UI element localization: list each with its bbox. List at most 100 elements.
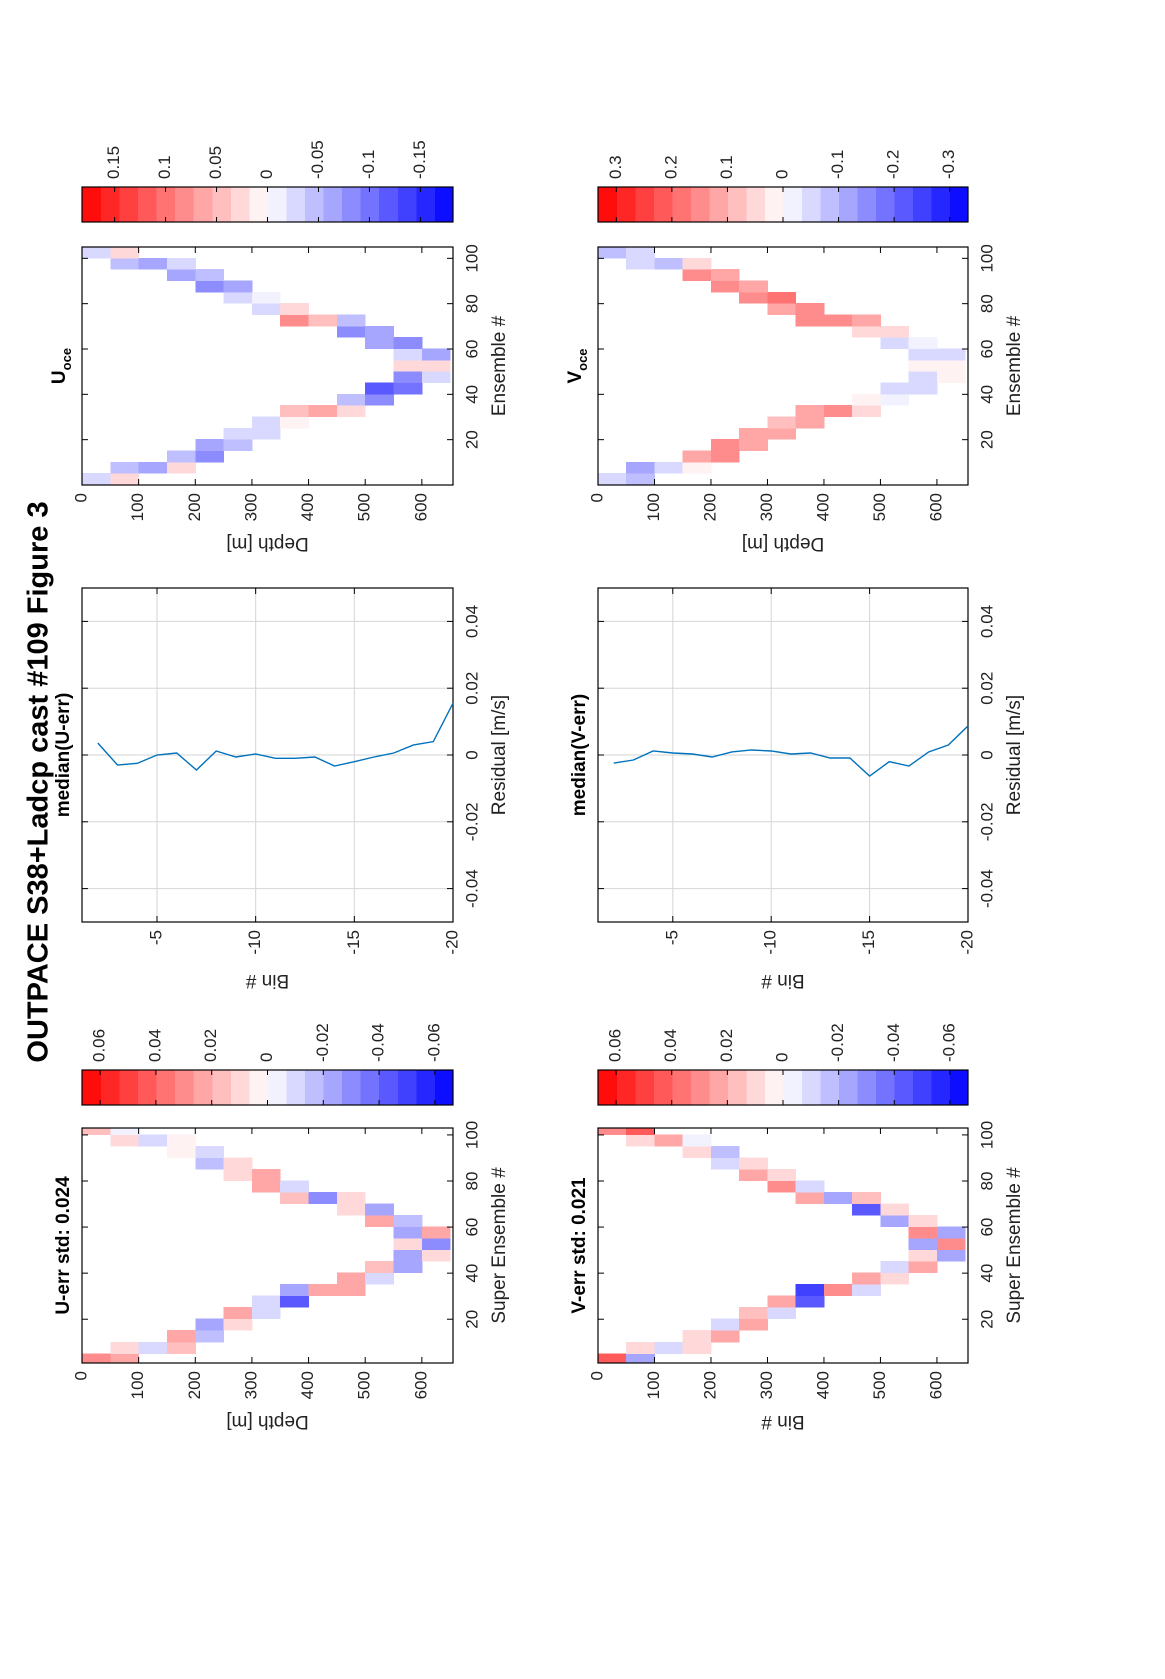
heatmap-cell — [682, 1330, 712, 1343]
colorbar-swatch — [378, 187, 398, 222]
colorbar-swatch — [248, 1070, 268, 1105]
colorbar-swatch — [949, 1070, 969, 1105]
heatmap-cell — [654, 1341, 684, 1354]
heatmap-cell — [280, 1295, 310, 1308]
heatmap-cell — [365, 1261, 395, 1274]
heatmap-cell — [336, 405, 366, 417]
heatmap-cell — [110, 1128, 140, 1135]
x-axis-label: Super Ensemble # — [489, 1167, 510, 1324]
colorbar-swatch — [267, 187, 287, 222]
heatmap-cell — [739, 291, 768, 304]
heatmap-cell — [710, 450, 740, 463]
heatmap-cell — [223, 1157, 253, 1170]
colorbar-tick-label: -0.06 — [424, 1023, 443, 1062]
heatmap-cell — [852, 393, 881, 406]
colorbar-swatch — [801, 187, 821, 222]
heatmap-cell — [880, 393, 910, 406]
heatmap-cell — [110, 247, 140, 259]
heatmap-cell — [852, 1192, 881, 1205]
heatmap-cell — [682, 269, 712, 281]
colorbar-tick-label: -0.06 — [939, 1023, 958, 1062]
y-axis-label: Depth [m] — [742, 533, 824, 554]
heatmap-cell — [823, 405, 853, 417]
colorbar-swatch — [100, 187, 120, 222]
heatmap-cell — [710, 1330, 740, 1343]
x-tick-label: -0.02 — [462, 802, 481, 841]
colorbar-tick-label: 0.06 — [606, 1029, 625, 1062]
x-axis-label: Ensemble # — [1004, 315, 1025, 416]
colorbar-swatch — [119, 187, 139, 222]
colorbar-tick-label: 0.02 — [201, 1029, 220, 1062]
heatmap-cell — [421, 1238, 451, 1251]
colorbar-swatch — [304, 1070, 324, 1105]
heatmap-cell — [280, 1192, 310, 1205]
median-line — [97, 702, 454, 771]
x-tick-label: -0.04 — [977, 869, 996, 908]
x-tick-label: 80 — [977, 294, 996, 313]
colorbar-swatch — [653, 187, 673, 222]
heatmap-cell — [823, 1284, 853, 1297]
heatmap-cell — [336, 1272, 366, 1285]
axes-box — [81, 246, 454, 486]
axes-box — [597, 246, 969, 486]
heatmap-cell — [767, 1180, 797, 1193]
x-tick-label: 0.04 — [462, 605, 481, 638]
colorbar-swatch — [174, 187, 194, 222]
heatmap-cell — [795, 416, 825, 429]
y-tick-label: 300 — [757, 1371, 776, 1399]
y-tick-label: 400 — [298, 1371, 317, 1399]
heatmap-cell — [166, 1330, 196, 1343]
heatmap-cell — [110, 473, 140, 485]
heatmap-cell — [166, 461, 196, 474]
y-tick-label: -5 — [146, 930, 165, 945]
x-tick-label: 40 — [462, 1264, 481, 1283]
heatmap-cell — [626, 473, 655, 485]
colorbar-tick-label: 0 — [772, 170, 791, 179]
heatmap-cell — [82, 1128, 111, 1135]
colorbar-swatch — [709, 1070, 728, 1105]
heatmap-cell — [251, 1180, 281, 1193]
heatmap-cell — [421, 371, 451, 383]
colorbar-swatch — [690, 1070, 710, 1105]
heatmap-cell — [936, 1249, 966, 1262]
colorbar-swatch — [894, 187, 913, 222]
heatmap-cell — [767, 427, 797, 440]
colorbar-swatch — [820, 187, 839, 222]
heatmap-cells — [598, 247, 966, 485]
heatmap-cell — [251, 291, 281, 304]
colorbar-swatch — [248, 187, 268, 222]
heatmap-cell — [82, 247, 111, 259]
colorbar-swatch — [286, 1070, 305, 1105]
colorbar-tick-label: 0.04 — [661, 1029, 680, 1062]
heatmap-cell — [908, 348, 938, 361]
heatmap-cell — [166, 257, 196, 270]
heatmap-cell — [393, 1249, 423, 1262]
heatmap-cell — [421, 359, 451, 372]
colorbar-swatch — [801, 1070, 821, 1105]
colorbar-swatch — [616, 187, 636, 222]
colorbar-swatch — [912, 187, 932, 222]
y-tick-label: 0 — [587, 1371, 606, 1380]
colorbar-tick-label: 0.04 — [145, 1029, 164, 1062]
heatmap-cell — [336, 1192, 366, 1205]
heatmap-cell — [280, 314, 310, 327]
heatmap-cell — [823, 1192, 853, 1205]
heatmap-cell — [365, 1203, 395, 1216]
colorbar-swatch — [360, 187, 380, 222]
y-tick-label: 200 — [700, 493, 719, 521]
heatmap-cells — [82, 1128, 451, 1363]
colorbar-swatch — [119, 1070, 139, 1105]
colorbar-swatch — [616, 1070, 636, 1105]
heatmap-cell — [110, 1134, 140, 1147]
colorbar-swatch — [137, 1070, 157, 1105]
heatmap-cell — [336, 1203, 366, 1216]
heatmap-cell — [280, 405, 310, 417]
heatmap-cell — [795, 1192, 825, 1205]
heatmap-cell — [852, 405, 881, 417]
heatmap-cell — [880, 337, 910, 349]
heatmap-cell — [365, 1215, 395, 1228]
heatmap-cell — [710, 269, 740, 281]
colorbar-swatch — [949, 187, 969, 222]
x-tick-label: 0.02 — [977, 672, 996, 705]
